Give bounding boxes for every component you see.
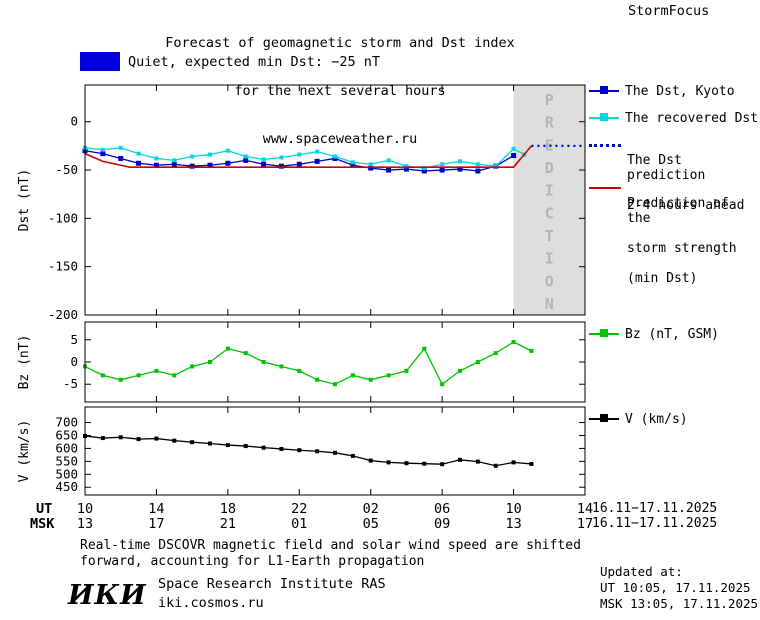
svg-text:06: 06	[434, 501, 450, 517]
updated-ut: UT 10:05, 17.11.2025	[600, 580, 751, 595]
svg-text:I: I	[545, 182, 554, 200]
svg-text:14: 14	[148, 501, 164, 517]
svg-text:0: 0	[70, 114, 78, 129]
svg-text:Bz (nT): Bz (nT)	[17, 335, 32, 390]
title-line-3: www.spaceweather.ru	[262, 131, 418, 147]
svg-text:10: 10	[505, 501, 521, 517]
legend-storm-marker	[589, 187, 621, 189]
svg-text:22: 22	[291, 501, 307, 517]
legend-dst-kyoto-label: The Dst, Kyoto	[625, 84, 735, 99]
legend-v-marker	[589, 414, 619, 424]
svg-text:Dst (nT): Dst (nT)	[17, 169, 32, 232]
institute-site: iki.cosmos.ru	[158, 595, 264, 611]
legend-storm-line2: storm strength	[627, 241, 737, 256]
ut-axis-label: UT	[36, 501, 53, 517]
legend-recovered-label: The recovered Dst	[625, 111, 759, 126]
svg-text:21: 21	[220, 516, 236, 532]
svg-text:0: 0	[70, 354, 78, 369]
svg-text:D: D	[545, 159, 554, 177]
title-line-1: Forecast of geomagnetic storm and Dst in…	[165, 35, 515, 51]
legend-v: V (km/s)	[589, 412, 759, 427]
svg-text:600: 600	[55, 440, 78, 455]
legend-kyoto-square	[600, 86, 608, 94]
footnote: Real-time DSCOVR magnetic field and sola…	[80, 538, 581, 570]
svg-text:18: 18	[220, 501, 236, 517]
svg-text:E: E	[545, 136, 554, 154]
legend-v-label: V (km/s)	[625, 412, 688, 427]
legend-v-square	[600, 414, 608, 422]
svg-text:17: 17	[148, 516, 164, 532]
legend-prediction-line1: The Dst prediction	[627, 153, 706, 183]
svg-text:5: 5	[70, 332, 78, 347]
legend-prediction-line2: 2-4 hours ahead	[627, 198, 745, 213]
svg-text:P: P	[545, 91, 554, 109]
svg-text:01: 01	[291, 516, 307, 532]
date-range-msk: 16.11−17.11.2025	[592, 516, 718, 531]
date-range-ut: 16.11−17.11.2025	[592, 501, 718, 516]
page-title: Forecast of geomagnetic storm and Dst in…	[60, 3, 620, 179]
legend-prediction-marker	[589, 144, 621, 147]
quiet-status-label: Quiet, expected min Dst: −25 nT	[128, 53, 380, 70]
svg-text:02: 02	[363, 501, 379, 517]
updated-block: Updated at: UT 10:05, 17.11.2025 MSK 13:…	[600, 564, 758, 612]
legend-bz-square	[600, 329, 608, 337]
updated-label: Updated at:	[600, 564, 683, 579]
legend-storm-line1: Prediction of the	[627, 196, 729, 226]
svg-text:O: O	[545, 272, 554, 290]
updated-msk: MSK 13:05, 17.11.2025	[600, 596, 759, 611]
svg-text:-200: -200	[48, 307, 78, 322]
svg-text:13: 13	[505, 516, 521, 532]
legend-prediction: The Dst prediction 2-4 hours ahead	[589, 138, 759, 228]
svg-text:550: 550	[55, 453, 78, 468]
svg-text:05: 05	[363, 516, 379, 532]
svg-text:450: 450	[55, 479, 78, 494]
svg-text:C: C	[545, 204, 554, 222]
svg-text:-5: -5	[63, 376, 78, 391]
legend-bz: Bz (nT, GSM)	[589, 327, 759, 342]
legend-bz-marker	[589, 329, 619, 339]
svg-text:650: 650	[55, 427, 78, 442]
legend-dst-kyoto: The Dst, Kyoto	[589, 84, 759, 99]
svg-text:500: 500	[55, 466, 78, 481]
brand-label: StormFocus	[628, 3, 710, 19]
legend-storm: Prediction of the storm strength (min Ds…	[589, 181, 759, 301]
msk-axis-label: MSK	[30, 516, 55, 532]
footnote-line1: Real-time DSCOVR magnetic field and sola…	[80, 538, 581, 553]
svg-text:-100: -100	[48, 210, 78, 225]
svg-text:N: N	[545, 295, 554, 313]
legend-bz-label: Bz (nT, GSM)	[625, 327, 719, 342]
svg-text:I: I	[545, 250, 554, 268]
legend-kyoto-marker	[589, 86, 619, 96]
svg-text:V (km/s): V (km/s)	[17, 420, 32, 483]
svg-text:09: 09	[434, 516, 450, 532]
svg-text:17: 17	[577, 516, 593, 532]
legend-storm-line3: (min Dst)	[627, 271, 698, 286]
legend-recovered-marker	[589, 113, 619, 123]
svg-text:13: 13	[77, 516, 93, 532]
legend-recovered-square	[600, 113, 608, 121]
iki-logo: ИКИ	[68, 580, 147, 611]
svg-text:T: T	[545, 227, 554, 245]
svg-text:R: R	[545, 114, 555, 132]
svg-text:-150: -150	[48, 259, 78, 274]
legend-prediction-label: The Dst prediction 2-4 hours ahead	[627, 138, 759, 228]
svg-text:-50: -50	[55, 162, 78, 177]
title-line-2: for the next several hours	[234, 83, 446, 99]
institute-name: Space Research Institute RAS	[158, 576, 386, 592]
svg-text:700: 700	[55, 415, 78, 430]
svg-text:10: 10	[77, 501, 93, 517]
footnote-line2: forward, accounting for L1-Earth propaga…	[80, 554, 425, 569]
quiet-status-swatch	[80, 52, 120, 71]
storm-status: Quiet, expected min Dst: −25 nT	[80, 52, 380, 71]
svg-text:14: 14	[577, 501, 593, 517]
legend-recovered: The recovered Dst	[589, 111, 759, 126]
legend-storm-label: Prediction of the storm strength (min Ds…	[627, 181, 759, 301]
